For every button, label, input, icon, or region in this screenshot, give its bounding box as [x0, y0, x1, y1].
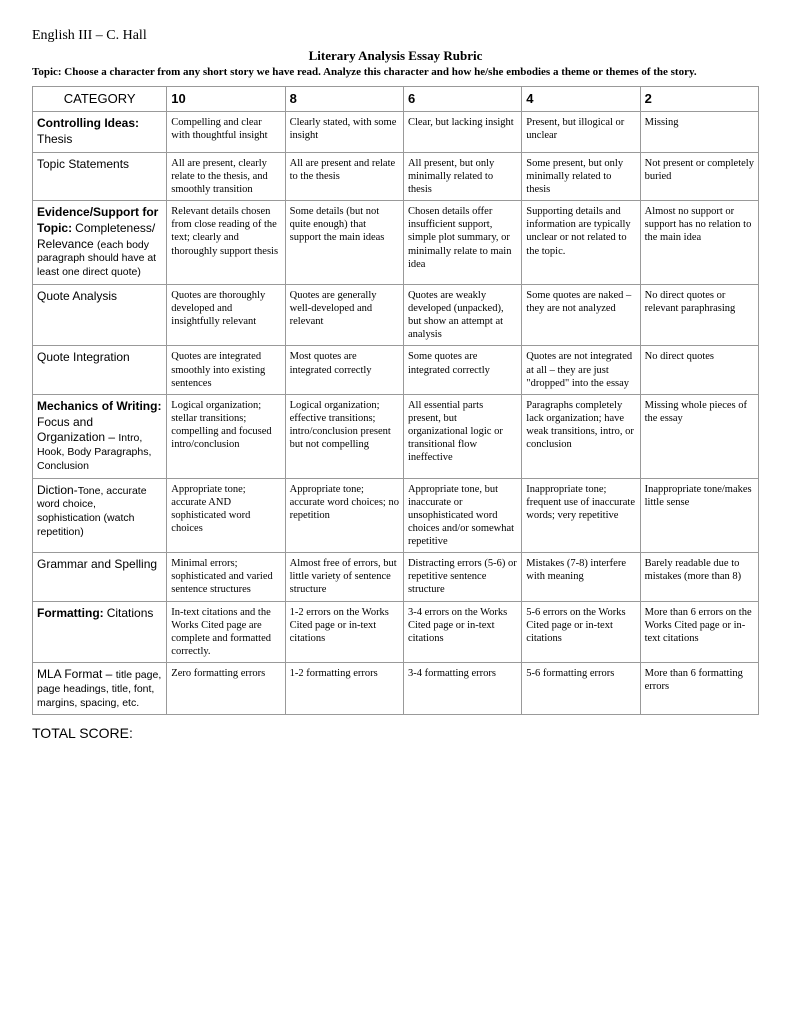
- rubric-cell: Chosen details offer insufficient suppor…: [403, 201, 521, 285]
- rubric-cell: 3-4 formatting errors: [403, 663, 521, 715]
- rubric-cell: Quotes are integrated smoothly into exis…: [167, 346, 285, 394]
- rubric-cell: More than 6 formatting errors: [640, 663, 758, 715]
- rubric-cell: Appropriate tone; accurate word choices;…: [285, 478, 403, 553]
- rubric-cell: 5-6 formatting errors: [522, 663, 640, 715]
- rubric-table: CATEGORY 10 8 6 4 2 Controlling Ideas: T…: [32, 86, 759, 715]
- table-row: Grammar and SpellingMinimal errors; soph…: [33, 553, 759, 601]
- table-row: Topic StatementsAll are present, clearly…: [33, 152, 759, 200]
- rubric-cell: Some details (but not quite enough) that…: [285, 201, 403, 285]
- header-4: 4: [522, 87, 640, 112]
- rubric-cell: Paragraphs completely lack organization;…: [522, 394, 640, 478]
- rubric-cell: 1-2 formatting errors: [285, 663, 403, 715]
- rubric-cell: Appropriate tone; accurate AND sophistic…: [167, 478, 285, 553]
- rubric-cell: Quotes are generally well-developed and …: [285, 284, 403, 346]
- rubric-cell: All are present and relate to the thesis: [285, 152, 403, 200]
- table-header-row: CATEGORY 10 8 6 4 2: [33, 87, 759, 112]
- rubric-cell: Relevant details chosen from close readi…: [167, 201, 285, 285]
- rubric-cell: Missing whole pieces of the essay: [640, 394, 758, 478]
- rubric-cell: Quotes are thoroughly developed and insi…: [167, 284, 285, 346]
- rubric-cell: Supporting details and information are t…: [522, 201, 640, 285]
- table-row: Quote AnalysisQuotes are thoroughly deve…: [33, 284, 759, 346]
- category-cell: MLA Format – title page, page headings, …: [33, 663, 167, 715]
- rubric-cell: Some present, but only minimally related…: [522, 152, 640, 200]
- total-score: TOTAL SCORE:: [32, 725, 759, 741]
- rubric-cell: Some quotes are naked – they are not ana…: [522, 284, 640, 346]
- table-row: Formatting: CitationsIn-text citations a…: [33, 601, 759, 663]
- category-cell: Mechanics of Writing: Focus and Organiza…: [33, 394, 167, 478]
- header-6: 6: [403, 87, 521, 112]
- table-row: MLA Format – title page, page headings, …: [33, 663, 759, 715]
- rubric-cell: Clearly stated, with some insight: [285, 112, 403, 153]
- rubric-cell: Logical organization; stellar transition…: [167, 394, 285, 478]
- rubric-cell: All present, but only minimally related …: [403, 152, 521, 200]
- rubric-cell: Inappropriate tone/makes little sense: [640, 478, 758, 553]
- table-row: Evidence/Support for Topic: Completeness…: [33, 201, 759, 285]
- rubric-cell: Missing: [640, 112, 758, 153]
- rubric-title: Literary Analysis Essay Rubric: [32, 48, 759, 64]
- header-category: CATEGORY: [33, 87, 167, 112]
- topic-line: Topic: Choose a character from any short…: [32, 66, 759, 78]
- rubric-cell: 3-4 errors on the Works Cited page or in…: [403, 601, 521, 663]
- rubric-cell: In-text citations and the Works Cited pa…: [167, 601, 285, 663]
- rubric-cell: Some quotes are integrated correctly: [403, 346, 521, 394]
- category-cell: Diction-Tone, accurate word choice, soph…: [33, 478, 167, 553]
- rubric-cell: Inappropriate tone; frequent use of inac…: [522, 478, 640, 553]
- category-cell: Quote Integration: [33, 346, 167, 394]
- rubric-cell: Minimal errors; sophisticated and varied…: [167, 553, 285, 601]
- header-8: 8: [285, 87, 403, 112]
- rubric-cell: Clear, but lacking insight: [403, 112, 521, 153]
- topic-text: Choose a character from any short story …: [64, 66, 696, 78]
- rubric-cell: More than 6 errors on the Works Cited pa…: [640, 601, 758, 663]
- rubric-cell: Mistakes (7-8) interfere with meaning: [522, 553, 640, 601]
- category-cell: Controlling Ideas: Thesis: [33, 112, 167, 153]
- rubric-cell: Present, but illogical or unclear: [522, 112, 640, 153]
- category-cell: Grammar and Spelling: [33, 553, 167, 601]
- table-row: Controlling Ideas: ThesisCompelling and …: [33, 112, 759, 153]
- category-cell: Topic Statements: [33, 152, 167, 200]
- rubric-cell: Not present or completely buried: [640, 152, 758, 200]
- course-header: English III – C. Hall: [32, 28, 759, 44]
- category-cell: Quote Analysis: [33, 284, 167, 346]
- rubric-cell: No direct quotes: [640, 346, 758, 394]
- rubric-cell: All are present, clearly relate to the t…: [167, 152, 285, 200]
- rubric-cell: 1-2 errors on the Works Cited page or in…: [285, 601, 403, 663]
- table-row: Diction-Tone, accurate word choice, soph…: [33, 478, 759, 553]
- table-row: Quote IntegrationQuotes are integrated s…: [33, 346, 759, 394]
- header-10: 10: [167, 87, 285, 112]
- rubric-cell: Almost no support or support has no rela…: [640, 201, 758, 285]
- rubric-cell: 5-6 errors on the Works Cited page or in…: [522, 601, 640, 663]
- rubric-cell: Compelling and clear with thoughtful ins…: [167, 112, 285, 153]
- header-2: 2: [640, 87, 758, 112]
- category-cell: Evidence/Support for Topic: Completeness…: [33, 201, 167, 285]
- rubric-cell: Appropriate tone, but inaccurate or unso…: [403, 478, 521, 553]
- category-cell: Formatting: Citations: [33, 601, 167, 663]
- rubric-cell: All essential parts present, but organiz…: [403, 394, 521, 478]
- rubric-cell: Logical organization; effective transiti…: [285, 394, 403, 478]
- table-row: Mechanics of Writing: Focus and Organiza…: [33, 394, 759, 478]
- rubric-cell: Almost free of errors, but little variet…: [285, 553, 403, 601]
- rubric-cell: Most quotes are integrated correctly: [285, 346, 403, 394]
- rubric-cell: No direct quotes or relevant paraphrasin…: [640, 284, 758, 346]
- rubric-cell: Barely readable due to mistakes (more th…: [640, 553, 758, 601]
- rubric-cell: Quotes are weakly developed (unpacked), …: [403, 284, 521, 346]
- topic-label: Topic:: [32, 66, 64, 78]
- rubric-cell: Zero formatting errors: [167, 663, 285, 715]
- rubric-cell: Quotes are not integrated at all – they …: [522, 346, 640, 394]
- rubric-cell: Distracting errors (5-6) or repetitive s…: [403, 553, 521, 601]
